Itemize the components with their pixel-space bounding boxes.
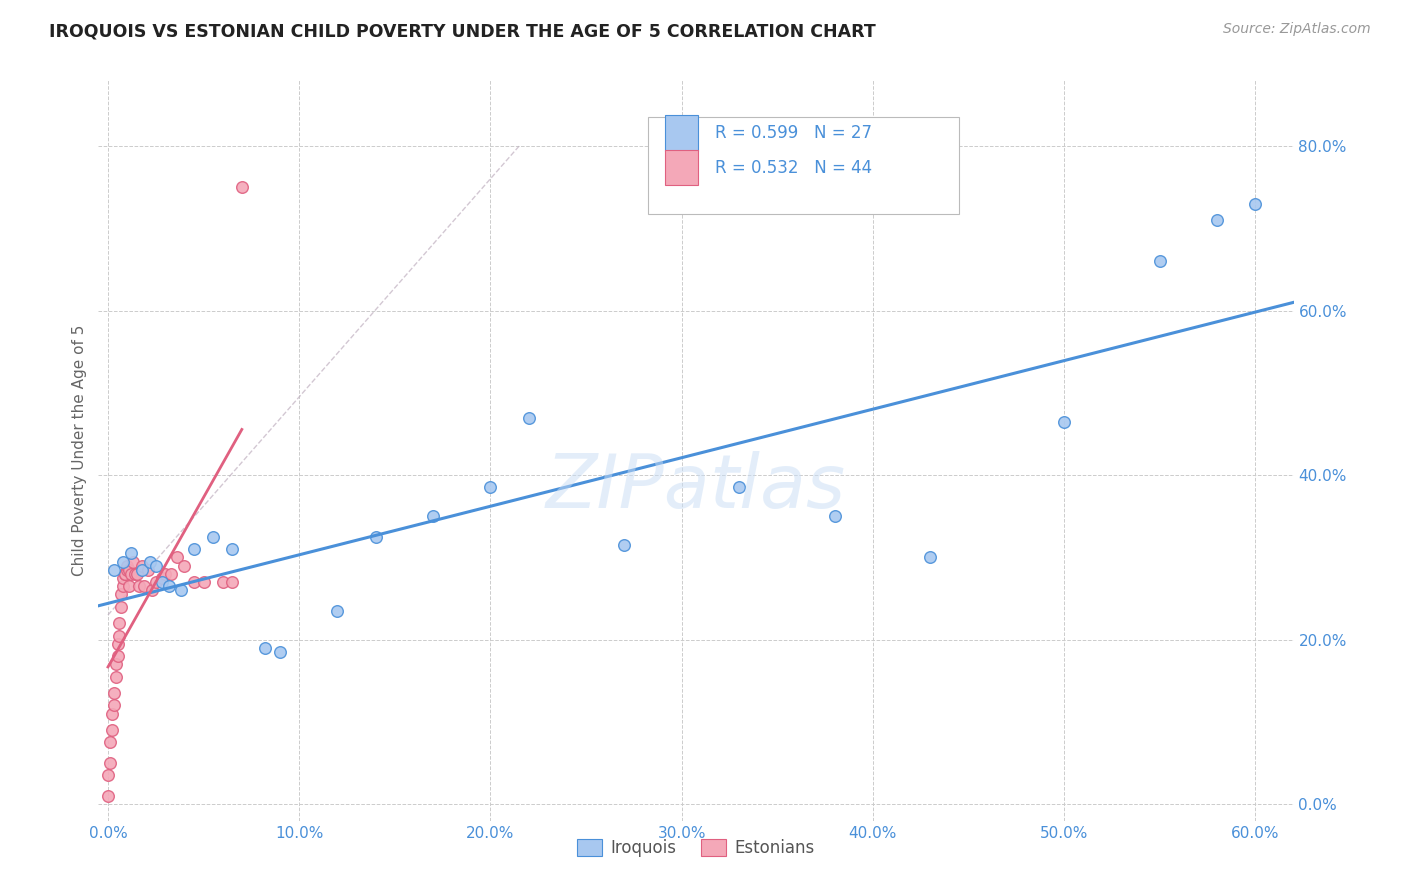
Point: [118, 579, 141, 593]
Point: [104, 657, 127, 672]
Text: Source: ZipAtlas.com: Source: ZipAtlas.com: [1223, 22, 1371, 37]
Point: [101, 706, 124, 721]
Point: [1206, 213, 1229, 227]
Point: [253, 640, 276, 655]
Point: [1053, 415, 1076, 429]
Point: [104, 670, 127, 684]
Point: [920, 550, 942, 565]
Point: [134, 579, 156, 593]
Point: [98, 756, 121, 770]
Point: [114, 566, 136, 581]
Point: [169, 583, 191, 598]
Point: [1149, 254, 1171, 268]
Point: [150, 571, 173, 585]
Point: [112, 579, 135, 593]
Point: [108, 628, 131, 642]
Point: [155, 566, 177, 581]
FancyBboxPatch shape: [665, 150, 699, 186]
Point: [115, 558, 138, 573]
Text: ZIPatlas: ZIPatlas: [546, 451, 846, 524]
Point: [110, 599, 132, 614]
Point: [118, 563, 141, 577]
Point: [157, 579, 180, 593]
Point: [183, 542, 205, 557]
Point: [326, 604, 349, 618]
Point: [422, 509, 444, 524]
Point: [97, 768, 120, 782]
Point: [193, 575, 215, 590]
Point: [150, 575, 173, 590]
Point: [114, 566, 136, 581]
Point: [131, 558, 153, 573]
Text: R = 0.532   N = 44: R = 0.532 N = 44: [716, 159, 872, 177]
Point: [101, 723, 124, 738]
Point: [103, 686, 125, 700]
Point: [231, 180, 253, 194]
Point: [124, 566, 146, 581]
Point: [479, 480, 502, 494]
Legend: Iroquois, Estonians: Iroquois, Estonians: [571, 832, 821, 864]
Point: [112, 554, 135, 569]
Point: [139, 554, 162, 569]
Point: [202, 530, 225, 544]
Point: [517, 410, 540, 425]
Point: [98, 735, 121, 749]
Text: IROQUOIS VS ESTONIAN CHILD POVERTY UNDER THE AGE OF 5 CORRELATION CHART: IROQUOIS VS ESTONIAN CHILD POVERTY UNDER…: [49, 22, 876, 40]
Point: [121, 554, 143, 569]
Point: [97, 789, 120, 803]
Point: [269, 645, 291, 659]
Text: R = 0.599   N = 27: R = 0.599 N = 27: [716, 124, 872, 142]
Point: [145, 575, 167, 590]
Point: [824, 509, 846, 524]
FancyBboxPatch shape: [665, 115, 699, 151]
Point: [183, 575, 205, 590]
Point: [107, 649, 129, 664]
Point: [211, 575, 233, 590]
Point: [120, 546, 142, 560]
Point: [145, 558, 167, 573]
Point: [131, 563, 153, 577]
Point: [364, 530, 387, 544]
Point: [103, 563, 125, 577]
Point: [103, 698, 125, 713]
Point: [166, 550, 188, 565]
Point: [221, 542, 243, 557]
Point: [613, 538, 636, 552]
Point: [128, 579, 150, 593]
Point: [112, 571, 135, 585]
Point: [107, 637, 129, 651]
Point: [125, 566, 148, 581]
Point: [108, 616, 131, 631]
Point: [136, 563, 159, 577]
Point: [110, 587, 132, 601]
Point: [141, 583, 163, 598]
Point: [173, 558, 195, 573]
Point: [221, 575, 243, 590]
Point: [115, 563, 138, 577]
Y-axis label: Child Poverty Under the Age of 5: Child Poverty Under the Age of 5: [72, 325, 87, 576]
Point: [1244, 196, 1267, 211]
Point: [728, 480, 751, 494]
FancyBboxPatch shape: [648, 118, 959, 213]
Point: [120, 566, 142, 581]
Point: [160, 566, 183, 581]
